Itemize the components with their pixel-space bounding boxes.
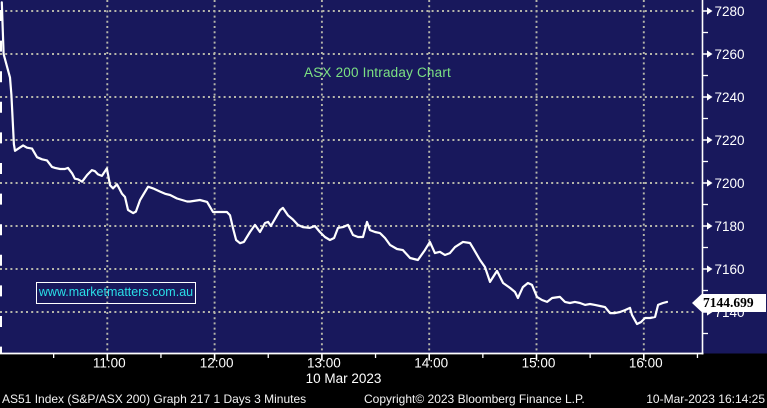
chart-title: ASX 200 Intraday Chart xyxy=(304,65,451,80)
y-tick-label: 7160 xyxy=(715,262,745,277)
plot-background xyxy=(0,0,767,354)
x-tick-label: 11:00 xyxy=(93,356,126,371)
y-tick-arrow-icon xyxy=(707,136,713,144)
y-tick-label: 7260 xyxy=(715,47,745,62)
status-bar-copyright: Copyright© 2023 Bloomberg Finance L.P. xyxy=(364,392,585,406)
x-tick-label: 15:00 xyxy=(522,356,556,371)
y-tick-arrow-icon xyxy=(707,50,713,58)
y-tick-label: 7280 xyxy=(715,4,745,19)
y-tick-arrow-icon xyxy=(707,222,713,230)
x-axis-date-label: 10 Mar 2023 xyxy=(305,371,382,386)
watermark-url-text: www.marketmatters.com.au xyxy=(38,285,194,299)
y-tick-arrow-icon xyxy=(707,7,713,15)
x-tick-label: 16:00 xyxy=(629,356,663,371)
y-tick-label: 7180 xyxy=(715,219,745,234)
x-tick-label: 14:00 xyxy=(414,356,448,371)
status-bar-security-info: AS51 Index (S&P/ASX 200) Graph 217 1 Day… xyxy=(2,392,307,406)
y-tick-arrow-icon xyxy=(707,265,713,273)
y-tick-arrow-icon xyxy=(707,179,713,187)
marketmatters-watermark-link[interactable]: www.marketmatters.com.au xyxy=(36,282,196,304)
y-tick-label: 7220 xyxy=(715,133,745,148)
footer-background xyxy=(0,353,767,408)
y-tick-arrow-icon xyxy=(707,93,713,101)
y-tick-label: 7200 xyxy=(715,176,745,191)
status-bar-timestamp: 10-Mar-2023 16:14:25 xyxy=(646,392,765,406)
price-line xyxy=(0,1,669,326)
x-tick-label: 13:00 xyxy=(307,356,341,371)
last-price-tag: 7144.699 xyxy=(692,294,766,312)
y-tick-label: 7240 xyxy=(715,90,745,105)
x-tick-label: 12:00 xyxy=(200,356,234,371)
